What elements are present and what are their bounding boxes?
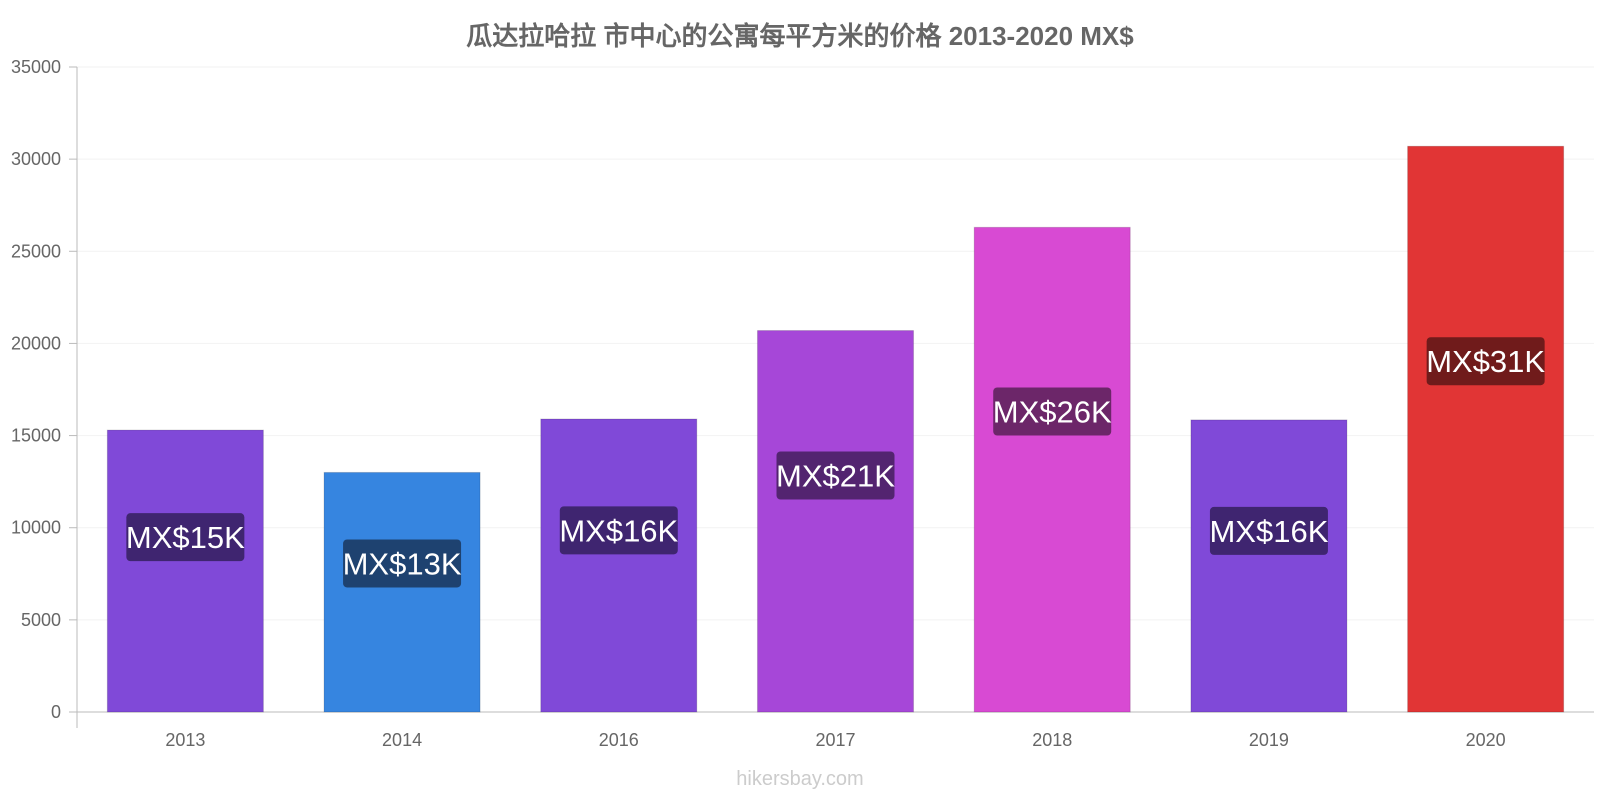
data-label-2018: MX$26K <box>993 387 1112 436</box>
x-tick-label: 2019 <box>1249 730 1289 750</box>
footer-credit: hikersbay.com <box>736 768 864 790</box>
data-label-text: MX$31K <box>1426 344 1545 379</box>
data-label-text: MX$16K <box>1209 514 1328 549</box>
data-label-2014: MX$13K <box>343 539 462 588</box>
x-tick-label: 2016 <box>599 730 639 750</box>
data-label-2020: MX$31K <box>1426 337 1545 386</box>
y-tick-label: 5000 <box>21 610 61 630</box>
data-label-text: MX$13K <box>343 546 462 581</box>
y-tick-label: 0 <box>51 702 61 722</box>
bar-2018 <box>973 226 1131 713</box>
data-label-2016: MX$16K <box>559 506 679 555</box>
bar-2014 <box>323 471 481 713</box>
data-label-badge <box>993 387 1112 436</box>
x-tick-label: 2013 <box>165 730 205 750</box>
bar-2016 <box>540 418 698 713</box>
data-label-2013: MX$15K <box>126 513 245 562</box>
bar-2017 <box>756 330 915 713</box>
data-label-text: MX$15K <box>126 520 245 555</box>
x-tick-label: 2017 <box>815 730 855 750</box>
chart-title: 瓜达拉哈拉 市中心的公寓每平方米的价格 2013-2020 MX$ <box>466 21 1134 51</box>
data-label-2019: MX$16K <box>1209 506 1329 555</box>
data-label-badge <box>1426 337 1545 386</box>
bar-2020 <box>1407 145 1565 713</box>
x-tick-label: 2020 <box>1466 730 1506 750</box>
data-label-badge <box>559 506 678 555</box>
x-tick-label: 2018 <box>1032 730 1072 750</box>
data-label-badge <box>1209 506 1328 555</box>
y-tick-label: 10000 <box>11 518 61 538</box>
y-tick-label: 15000 <box>11 426 61 446</box>
data-label-2017: MX$21K <box>776 451 895 500</box>
data-label-badge <box>343 539 462 588</box>
y-tick-label: 35000 <box>11 57 61 77</box>
y-tick-label: 30000 <box>11 149 61 169</box>
bar-2013 <box>106 429 264 713</box>
data-label-text: MX$21K <box>776 458 895 493</box>
bar-2019 <box>1190 419 1348 713</box>
axes: 0 5000 10000 15000 20000 25000 30000 35000 2013 2… <box>11 57 1594 750</box>
data-label-text: MX$26K <box>993 395 1112 430</box>
x-tick-label: 2014 <box>382 730 422 750</box>
data-label-text: MX$16K <box>559 513 678 548</box>
bars <box>106 145 1565 713</box>
y-tick-label: 25000 <box>11 241 61 261</box>
y-tick-label: 20000 <box>11 333 61 353</box>
data-label-badge <box>776 451 895 500</box>
data-label-badge <box>126 513 245 562</box>
data-labels: MX$15K MX$13K MX$16K MX$21K MX$26K MX$16K MX$3… <box>126 337 1545 588</box>
